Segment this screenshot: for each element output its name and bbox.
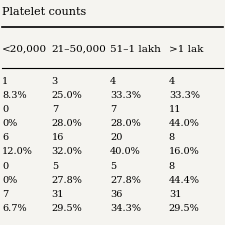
Text: 29.5%: 29.5% [169, 204, 200, 213]
Text: 25.0%: 25.0% [52, 91, 83, 100]
Text: 34.3%: 34.3% [110, 204, 141, 213]
Text: 16.0%: 16.0% [169, 147, 200, 156]
Text: 31: 31 [52, 190, 64, 199]
Text: 12.0%: 12.0% [2, 147, 33, 156]
Text: 7: 7 [2, 190, 9, 199]
Text: 32.0%: 32.0% [52, 147, 83, 156]
Text: 28.0%: 28.0% [110, 119, 141, 128]
Text: 36: 36 [110, 190, 123, 199]
Text: 20: 20 [110, 133, 123, 142]
Text: 6: 6 [2, 133, 8, 142]
Text: 0: 0 [2, 105, 8, 114]
Text: 44.0%: 44.0% [169, 119, 200, 128]
Text: 16: 16 [52, 133, 64, 142]
Text: 6.7%: 6.7% [2, 204, 27, 213]
Text: 5: 5 [110, 162, 116, 171]
Text: 27.8%: 27.8% [52, 176, 83, 185]
Text: 8.3%: 8.3% [2, 91, 27, 100]
Text: 11: 11 [169, 105, 181, 114]
Text: 51–1 lakh: 51–1 lakh [110, 45, 161, 54]
Text: 33.3%: 33.3% [169, 91, 200, 100]
Text: 29.5%: 29.5% [52, 204, 83, 213]
Text: <20,000: <20,000 [2, 45, 47, 54]
Text: 8: 8 [169, 162, 175, 171]
Text: 3: 3 [52, 76, 58, 86]
Text: Platelet counts: Platelet counts [2, 7, 86, 17]
Text: 31: 31 [169, 190, 181, 199]
Text: 5: 5 [52, 162, 58, 171]
Text: 40.0%: 40.0% [110, 147, 141, 156]
Text: 0%: 0% [2, 119, 18, 128]
Text: 0%: 0% [2, 176, 18, 185]
Text: 4: 4 [169, 76, 175, 86]
Text: 33.3%: 33.3% [110, 91, 141, 100]
Text: 21–50,000: 21–50,000 [52, 45, 107, 54]
Text: 28.0%: 28.0% [52, 119, 83, 128]
Text: 7: 7 [52, 105, 58, 114]
Text: 4: 4 [110, 76, 117, 86]
Text: >1 lak: >1 lak [169, 45, 203, 54]
Text: 27.8%: 27.8% [110, 176, 141, 185]
Text: 1: 1 [2, 76, 9, 86]
Text: 44.4%: 44.4% [169, 176, 200, 185]
Text: 8: 8 [169, 133, 175, 142]
Text: 0: 0 [2, 162, 8, 171]
Text: 7: 7 [110, 105, 117, 114]
